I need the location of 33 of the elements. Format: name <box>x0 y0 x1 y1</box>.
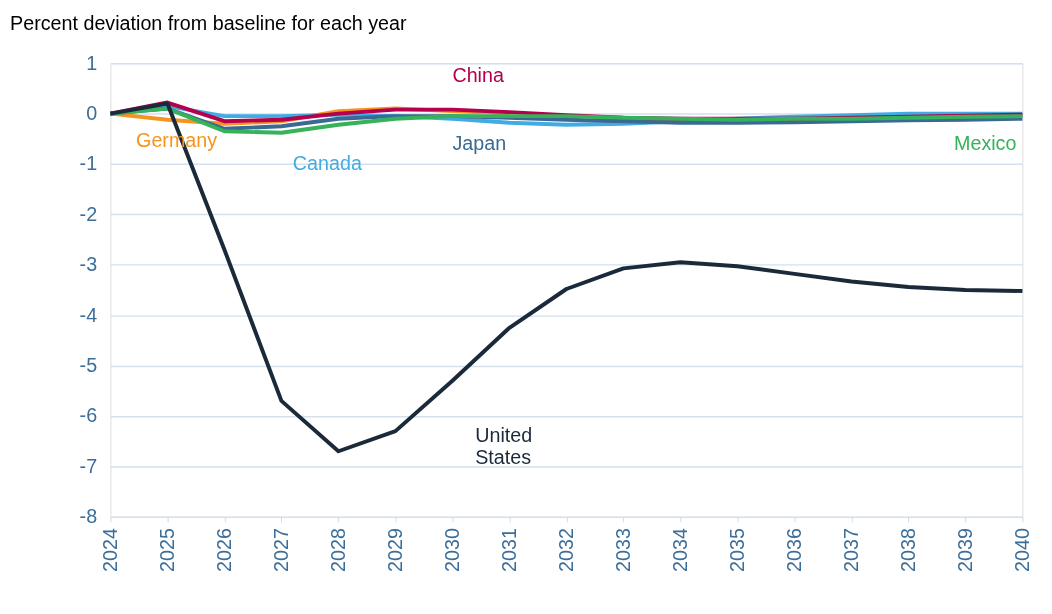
x-tick-label: 2037 <box>839 528 862 572</box>
x-tick-label: 2038 <box>896 528 919 572</box>
x-tick-label: 2028 <box>326 528 349 572</box>
y-tick-label: -3 <box>79 253 98 276</box>
series-label: Japan <box>452 131 507 154</box>
series-label: China <box>452 63 504 86</box>
x-tick-label: 2033 <box>611 528 634 572</box>
x-tick-label: 2036 <box>782 528 805 572</box>
y-tick-label: -5 <box>79 354 98 376</box>
series-label: Canada <box>292 151 362 174</box>
y-tick-label: -7 <box>79 454 98 477</box>
x-tick-label: 2026 <box>212 528 235 572</box>
series-label: Mexico <box>954 131 1017 154</box>
x-tick-label: 2024 <box>98 528 121 572</box>
chart-title: Percent deviation from baseline for each year <box>10 11 407 34</box>
x-tick-label: 2040 <box>1010 528 1033 572</box>
x-tick-label: 2025 <box>155 528 178 572</box>
x-tick-label: 2039 <box>953 528 976 572</box>
y-tick-label: -2 <box>79 202 98 225</box>
x-tick-label: 2032 <box>554 528 577 572</box>
y-tick-label: 0 <box>86 102 98 125</box>
y-tick-label: -1 <box>79 152 98 175</box>
y-tick-label: -8 <box>79 505 98 528</box>
x-tick-label: 2027 <box>269 528 292 572</box>
x-tick-label: 2031 <box>497 528 520 572</box>
x-tick-label: 2034 <box>668 528 691 572</box>
x-tick-label: 2029 <box>383 528 406 572</box>
x-tick-label: 2035 <box>725 528 748 572</box>
text: United States <box>475 424 533 468</box>
y-tick-label: -6 <box>79 404 98 427</box>
y-tick-label: -4 <box>79 303 98 326</box>
y-tick-label: 1 <box>86 51 98 74</box>
x-tick-label: 2030 <box>440 528 463 572</box>
